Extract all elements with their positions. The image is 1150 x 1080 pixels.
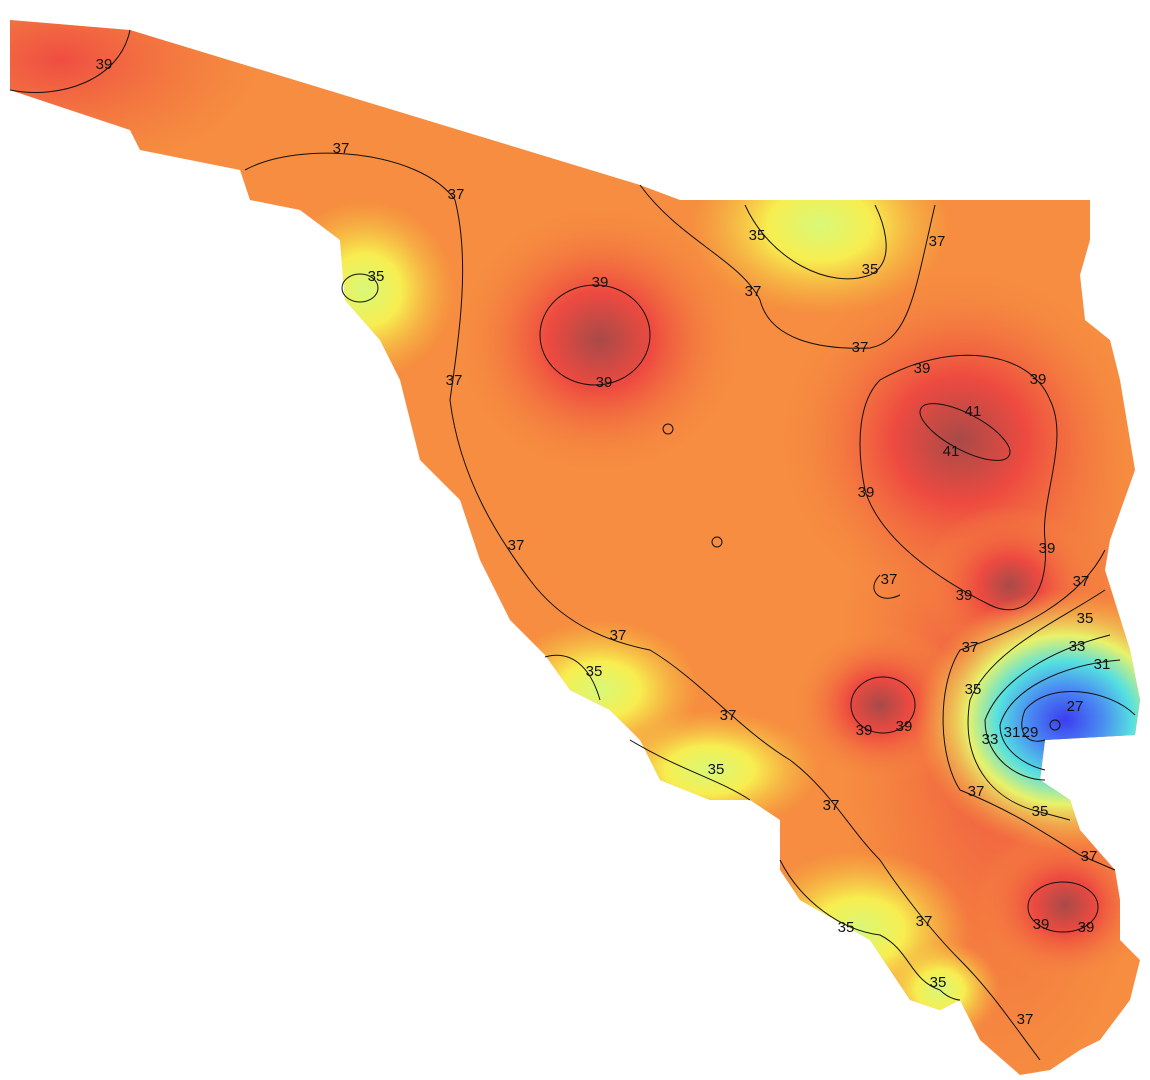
contour-label: 37 xyxy=(881,571,898,588)
contour-label: 39 xyxy=(896,718,913,735)
contour-label: 37 xyxy=(333,140,350,157)
contour-label: 37 xyxy=(745,283,762,300)
contour-label: 39 xyxy=(1039,540,1056,557)
contour-labels: 39 37 37 35 39 39 37 35 35 37 37 37 39 39 41 41 39 39 39 37… xyxy=(96,56,1111,1028)
contour-label: 39 xyxy=(914,360,931,377)
contour-label: 35 xyxy=(708,761,725,778)
contour-label: 33 xyxy=(982,731,999,748)
contour-label: 37 xyxy=(929,233,946,250)
contour-label: 39 xyxy=(1033,916,1050,933)
contour-label: 35 xyxy=(368,268,385,285)
contour-label: 35 xyxy=(749,227,766,244)
contour-label: 35 xyxy=(1032,803,1049,820)
contour-label: 37 xyxy=(962,639,979,656)
contour-label: 35 xyxy=(965,681,982,698)
contour-label: 37 xyxy=(1081,848,1098,865)
contour-label: 39 xyxy=(1078,919,1095,936)
contour-label: 29 xyxy=(1022,724,1039,741)
contour-label: 35 xyxy=(862,261,879,278)
contour-label: 35 xyxy=(838,919,855,936)
contour-label: 35 xyxy=(586,663,603,680)
contour-label: 39 xyxy=(858,484,875,501)
contour-label: 37 xyxy=(823,797,840,814)
contour-label: 37 xyxy=(916,913,933,930)
contour-label: 37 xyxy=(610,627,627,644)
contour-label: 31 xyxy=(1004,724,1021,741)
contour-label: 39 xyxy=(856,722,873,739)
contour-label: 39 xyxy=(596,374,613,391)
contour-label: 37 xyxy=(1073,573,1090,590)
contour-label: 37 xyxy=(448,186,465,203)
contour-label: 37 xyxy=(968,783,985,800)
contour-label: 37 xyxy=(446,372,463,389)
contour-label: 35 xyxy=(930,974,947,991)
contour-label: 41 xyxy=(943,443,960,460)
contour-label: 33 xyxy=(1069,638,1086,655)
contour-label: 27 xyxy=(1067,698,1084,715)
contour-label: 39 xyxy=(96,56,113,73)
contour-label: 37 xyxy=(720,707,737,724)
contour-label: 39 xyxy=(592,274,609,291)
contour-label: 37 xyxy=(508,537,525,554)
contour-label: 39 xyxy=(956,587,973,604)
contour-label: 37 xyxy=(852,339,869,356)
contour-label: 31 xyxy=(1094,656,1111,673)
contour-label: 37 xyxy=(1017,1011,1034,1028)
contour-lines xyxy=(9,29,1136,1061)
contour-label: 41 xyxy=(965,403,982,420)
contour-label: 39 xyxy=(1030,371,1047,388)
contour-label: 35 xyxy=(1077,610,1094,627)
